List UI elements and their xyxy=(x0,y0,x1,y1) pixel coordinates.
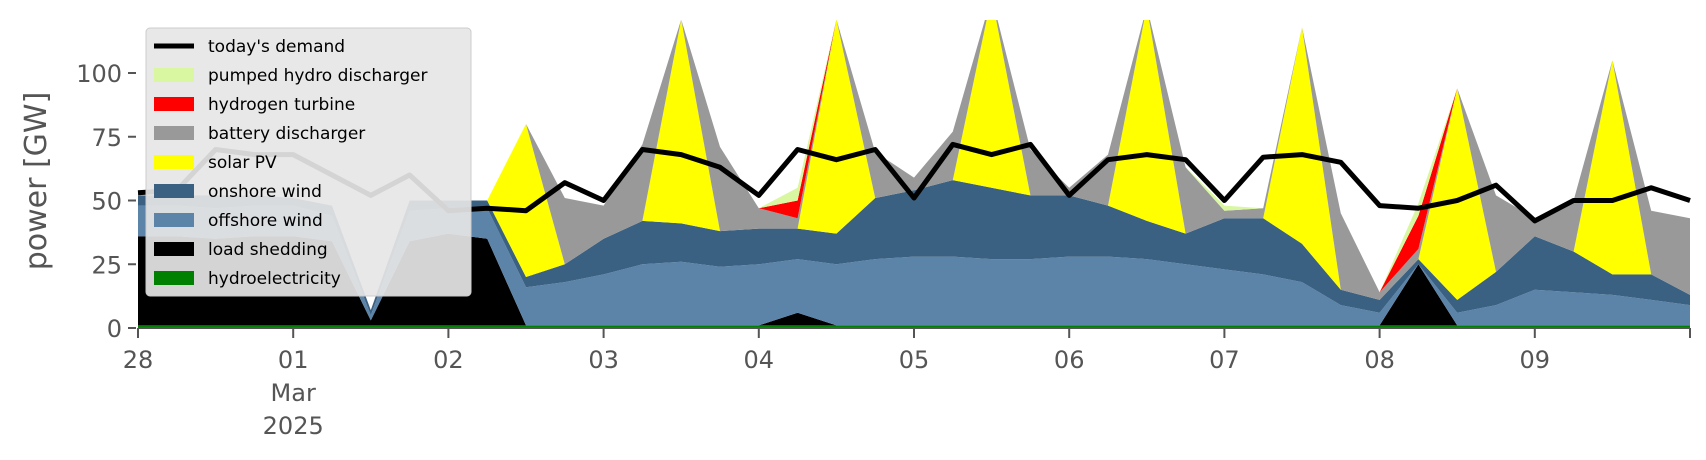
legend-label-load-shedding: load shedding xyxy=(208,240,328,260)
x-tick-label: 05 xyxy=(899,346,930,374)
x-tick-label: 03 xyxy=(588,346,619,374)
x-tick-label: 28 xyxy=(123,346,154,374)
area-offshore-wind xyxy=(138,205,1690,326)
legend-swatch-hydrogen-turbine xyxy=(154,97,194,111)
y-axis-label: power [GW] xyxy=(19,92,54,271)
x-tick-label: 01 xyxy=(278,346,309,374)
legend-swatch-hydroelectricity xyxy=(154,271,194,285)
y-tick-label: 50 xyxy=(91,188,122,216)
y-tick-label: 75 xyxy=(91,124,122,152)
legend: today's demand pumped hydro discharger hyd… xyxy=(145,27,472,297)
axes: 0 25 50 75 100 28 01 Mar 2025 02 03 04 05 06 07 08 09 xyxy=(76,60,1691,440)
y-tick-label: 100 xyxy=(76,60,122,88)
legend-label-offshore-wind: offshore wind xyxy=(208,211,323,231)
legend-swatch-battery-discharger xyxy=(154,126,194,140)
legend-swatch-load-shedding xyxy=(154,242,194,256)
x-tick-label: 04 xyxy=(744,346,775,374)
y-tick-label: 25 xyxy=(91,251,122,279)
legend-label-battery-discharger: battery discharger xyxy=(208,124,365,144)
legend-box xyxy=(145,27,472,297)
legend-label-hydrogen-turbine: hydrogen turbine xyxy=(208,95,355,115)
area-solar-pv xyxy=(138,20,1690,311)
x-tick-label: 2025 xyxy=(263,412,324,440)
legend-swatch-onshore-wind xyxy=(154,184,194,198)
legend-label-solar-pv: solar PV xyxy=(208,153,277,173)
x-tick-label: 06 xyxy=(1054,346,1085,374)
legend-label-pumped-hydro-discharger: pumped hydro discharger xyxy=(208,66,427,86)
legend-label-hydroelectricity: hydroelectricity xyxy=(208,269,341,289)
y-tick-label: 0 xyxy=(107,315,122,343)
x-tick-label: 02 xyxy=(433,346,464,374)
legend-label-onshore-wind: onshore wind xyxy=(208,182,322,202)
legend-swatch-offshore-wind xyxy=(154,213,194,227)
x-tick-label: Mar xyxy=(271,379,316,407)
x-tick-label: 07 xyxy=(1209,346,1240,374)
legend-label-today-s-demand: today's demand xyxy=(208,37,345,57)
legend-swatch-pumped-hydro-discharger xyxy=(154,68,194,82)
x-tick-label: 08 xyxy=(1364,346,1395,374)
x-tick-label: 09 xyxy=(1520,346,1551,374)
legend-swatch-solar-pv xyxy=(154,155,194,169)
area-onshore-wind xyxy=(138,180,1690,316)
